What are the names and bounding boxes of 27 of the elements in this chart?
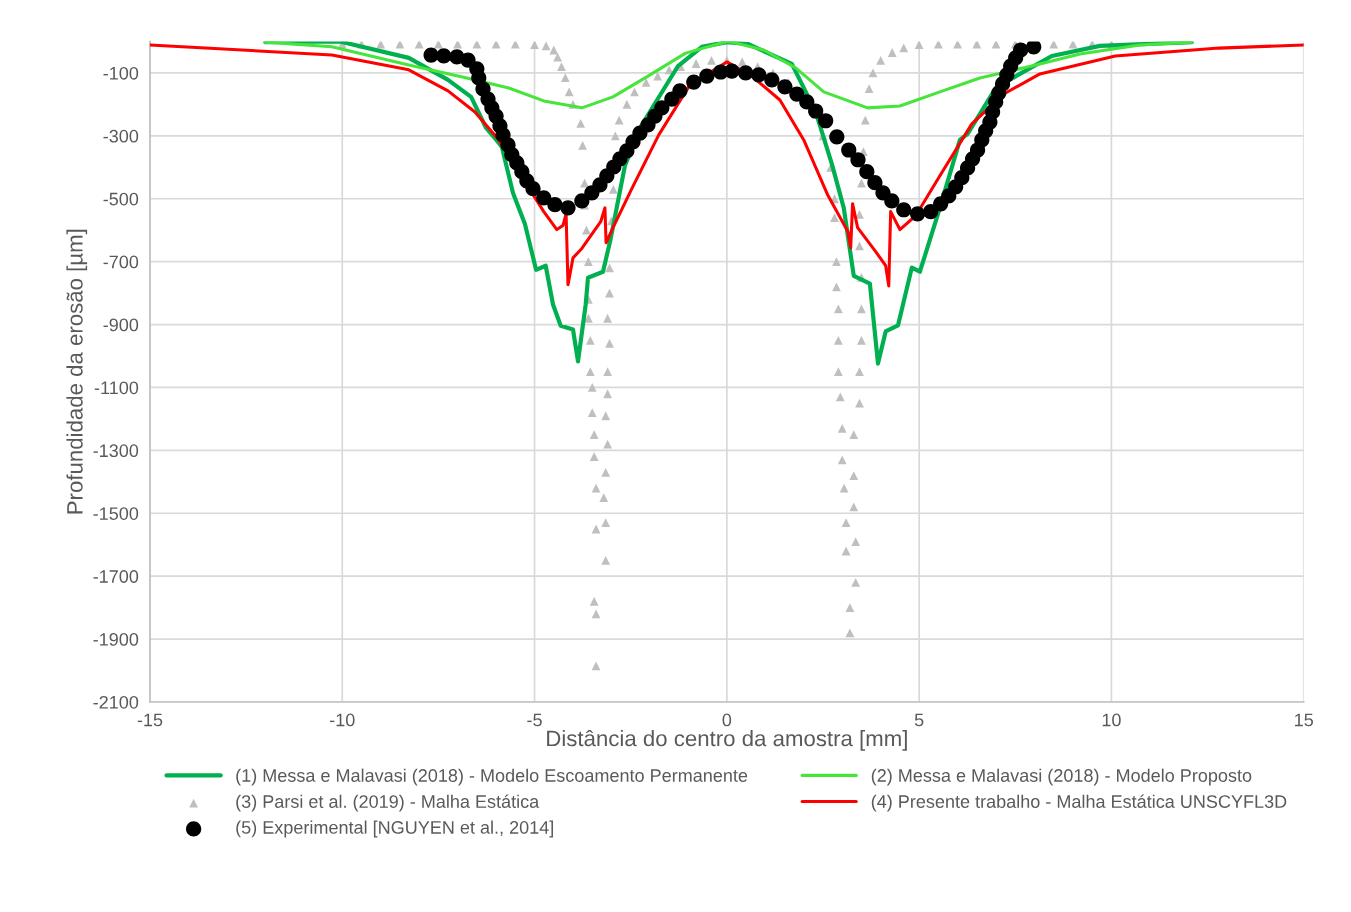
legend-label: (1) Messa e Malavasi (2018) - Modelo Escoamento Permanente — [236, 768, 748, 786]
y-tick-label: -500 — [103, 192, 139, 206]
line-series — [263, 41, 1194, 110]
line-series — [149, 43, 1304, 288]
x-tick-label: -5 — [527, 713, 542, 727]
y-tick-label: -2100 — [93, 695, 139, 709]
x-tick-label: 15 — [1295, 713, 1313, 727]
x-tick-label: 0 — [722, 713, 732, 727]
y-tick-label: -100 — [103, 66, 139, 80]
legend-label: (5) Experimental [NGUYEN et al., 2014] — [236, 820, 553, 838]
x-axis-title: Distância do centro da amostra [mm] — [547, 729, 907, 751]
y-tick-label: -300 — [103, 129, 139, 143]
x-tick-label: -10 — [330, 713, 355, 727]
y-tick-label: -1300 — [93, 444, 139, 458]
y-tick-label: -1100 — [94, 381, 139, 395]
legend-label: (4) Presente trabalho - Malha Estática UNSCYFL3D — [871, 794, 1287, 812]
y-axis-title: Profundidade da erosão [µm] — [66, 229, 88, 514]
y-tick-label: -1500 — [93, 507, 139, 520]
y-tick-label: -900 — [103, 318, 139, 332]
legend-label: (3) Parsi et al. (2019) - Malha Estática — [236, 794, 540, 812]
legend-label: (2) Messa e Malavasi (2018) - Modelo Proposto — [871, 768, 1252, 786]
x-tick-label: -15 — [137, 713, 163, 727]
x-tick-label: 10 — [1102, 713, 1121, 727]
y-tick-label: -700 — [103, 255, 139, 269]
y-tick-label: -1700 — [93, 570, 139, 583]
y-tick-label: -1900 — [93, 633, 139, 646]
x-tick-label: 5 — [914, 713, 924, 727]
